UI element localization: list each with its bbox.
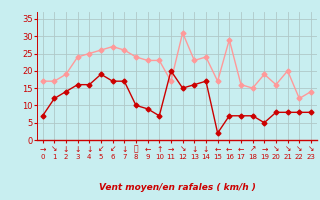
Text: ↘: ↘ — [296, 144, 302, 154]
Text: ↓: ↓ — [63, 144, 69, 154]
Text: →: → — [168, 144, 174, 154]
Text: ↗: ↗ — [250, 144, 256, 154]
Text: ←: ← — [144, 144, 151, 154]
Text: ↓: ↓ — [121, 144, 127, 154]
Text: ⤶: ⤶ — [134, 144, 138, 154]
Text: ↓: ↓ — [86, 144, 92, 154]
Text: →: → — [39, 144, 46, 154]
Text: ↓: ↓ — [75, 144, 81, 154]
Text: Vent moyen/en rafales ( km/h ): Vent moyen/en rafales ( km/h ) — [99, 183, 256, 192]
Text: ↓: ↓ — [203, 144, 209, 154]
Text: ↘: ↘ — [51, 144, 58, 154]
Text: →: → — [261, 144, 268, 154]
Text: ↙: ↙ — [98, 144, 104, 154]
Text: ↙: ↙ — [109, 144, 116, 154]
Text: ←: ← — [226, 144, 233, 154]
Text: ↓: ↓ — [191, 144, 197, 154]
Text: ↘: ↘ — [273, 144, 279, 154]
Text: ↘: ↘ — [284, 144, 291, 154]
Text: ←: ← — [214, 144, 221, 154]
Text: ↘: ↘ — [180, 144, 186, 154]
Text: ↑: ↑ — [156, 144, 163, 154]
Text: ↘: ↘ — [308, 144, 314, 154]
Text: ←: ← — [238, 144, 244, 154]
